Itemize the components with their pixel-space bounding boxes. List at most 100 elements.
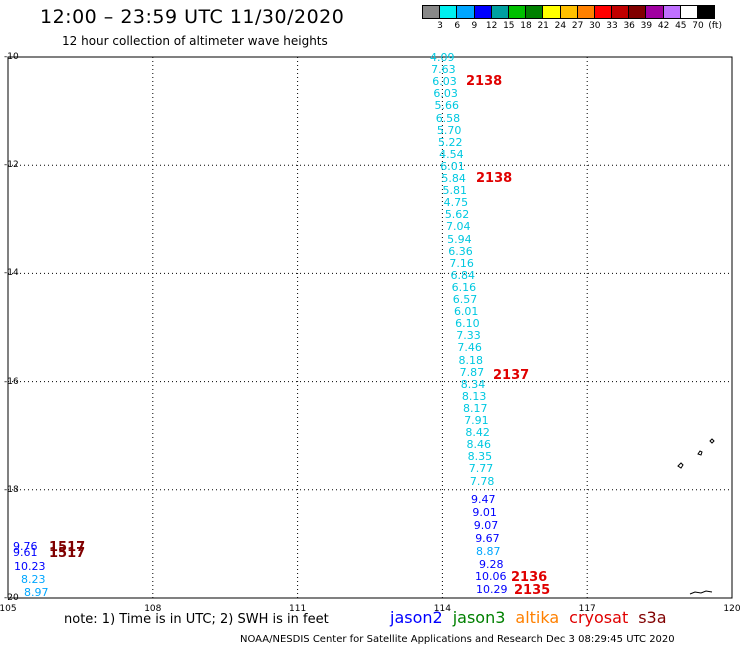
wave-height-obs: 5.66: [434, 99, 460, 113]
wave-height-obs: 9.67: [475, 532, 500, 545]
wave-height-obs: 5.22: [437, 135, 463, 149]
satellite-pass-label: 2136: [511, 570, 548, 585]
wave-height-obs: 7.04: [445, 220, 471, 234]
wave-height-obs: 8.35: [467, 450, 493, 464]
satellite-pass-label: 2137: [493, 368, 530, 383]
colorbar-label: 24: [554, 21, 567, 31]
colorbar-label: 9: [471, 21, 478, 31]
satellite-pass-label: 1517: [49, 546, 86, 561]
wave-height-obs: 10.29: [476, 583, 508, 596]
map-title: 12:00 – 23:59 UTC 11/30/2020: [40, 6, 345, 28]
wave-height-obs: 7.77: [468, 462, 494, 476]
wave-height-obs: 8.23: [21, 573, 46, 586]
gridlines: [8, 57, 732, 598]
colorbar-label: 12: [485, 21, 498, 31]
wave-height-obs: 7.16: [449, 256, 474, 270]
colorbar-label: 21: [537, 21, 549, 31]
satellite-legend: jason2 jason3 altika cryosat s3a: [390, 608, 677, 627]
colorbar-label: 15: [503, 21, 515, 31]
latitude-label: -20: [4, 593, 19, 603]
satellite-pass-label: 1517: [49, 540, 86, 555]
wave-height-obs: 8.42: [465, 426, 490, 440]
wave-height-obs: 9.76: [13, 540, 38, 553]
latitude-label: -10: [4, 52, 19, 62]
wave-height-obs: 6.57: [452, 293, 478, 306]
legend-entry-jason3: jason3: [452, 608, 506, 627]
colorbar-label: 18: [520, 21, 532, 31]
wave-height-obs: 7.46: [457, 341, 482, 355]
longitude-label: 120: [723, 604, 740, 614]
colorbar-label: 3: [437, 21, 443, 31]
wave-height-obs: 9.07: [473, 519, 499, 532]
wave-height-obs: 9.47: [471, 493, 496, 506]
longitude-label: 105: [0, 604, 17, 614]
satellite-pass-label: 2138: [476, 171, 513, 186]
colorbar-label: 70: [692, 21, 704, 31]
wave-height-obs: 5.81: [442, 184, 468, 198]
wave-height-obs: 5.84: [441, 172, 466, 185]
wave-height-obs: 4.09: [430, 51, 455, 64]
wave-height-obs: 8.17: [463, 401, 488, 415]
wave-height-colorbar: [422, 5, 716, 19]
island-1: [677, 462, 684, 469]
wave-height-obs: 10.23: [14, 560, 46, 573]
colorbar-label: 30: [589, 21, 601, 31]
latitude-label: -12: [4, 160, 19, 171]
island-4: [689, 590, 713, 595]
island-2: [697, 450, 703, 456]
wave-height-obs: 8.18: [458, 353, 484, 367]
islands: [677, 438, 715, 595]
wave-height-obs: 6.58: [435, 111, 461, 125]
wave-height-obs: 9.01: [472, 506, 497, 519]
latitude-label: -16: [4, 376, 19, 387]
wave-height-obs: 7.91: [464, 414, 489, 427]
wave-height-obs: 4.54: [439, 147, 464, 161]
longitude-label: 108: [144, 604, 162, 614]
plot-border: [7, 56, 733, 599]
legend-entry-cryosat: cryosat: [569, 608, 629, 627]
colorbar-label: 39: [640, 21, 653, 31]
satellite-pass-label: 2135: [514, 583, 551, 598]
wave-height-obs: 6.36: [448, 244, 473, 258]
wave-height-obs: 5.62: [444, 208, 470, 222]
legend-entry-altika: altika: [515, 608, 560, 627]
wave-height-obs: 7.78: [469, 474, 495, 488]
wave-height-obs: 8.46: [466, 438, 491, 452]
wave-height-obs: 6.01: [453, 305, 479, 319]
wave-height-obs: 8.34: [460, 377, 486, 391]
legend-entry-s3a: s3a: [638, 608, 667, 627]
footer-note: note: 1) Time is in UTC; 2) SWH is in fe…: [64, 612, 329, 627]
latitude-label: -18: [4, 484, 19, 495]
colorbar-swatch: [697, 5, 716, 19]
longitude-label: 114: [433, 604, 451, 614]
wave-height-obs: 8.87: [476, 545, 501, 558]
wave-height-obs: 7.33: [456, 329, 481, 343]
colorbar-label: (ft): [708, 21, 722, 31]
wave-height-obs: 10.06: [475, 570, 507, 583]
wave-height-obs: 6.03: [433, 87, 458, 101]
satellite-pass-label: 2138: [466, 74, 503, 89]
legend-entry-jason2: jason2: [390, 608, 443, 627]
wave-height-obs: 5.70: [436, 123, 462, 137]
longitude-label: 117: [578, 604, 596, 614]
wave-height-obs: 6.16: [451, 280, 477, 294]
map-subtitle: 12 hour collection of altimeter wave hei…: [62, 34, 328, 48]
wave-height-obs: 5.94: [447, 232, 472, 246]
credit-line: NOAA/NESDIS Center for Satellite Applica…: [240, 634, 675, 645]
wave-height-obs: 7.87: [459, 365, 485, 379]
colorbar-label: 27: [571, 21, 584, 31]
wave-height-obs: 6.84: [450, 268, 476, 282]
wave-height-obs: 8.13: [461, 389, 487, 403]
colorbar-label: 33: [606, 21, 618, 31]
wave-height-obs: 9.61: [13, 546, 38, 559]
wave-height-obs: 7.63: [431, 63, 456, 77]
colorbar-label: 36: [623, 21, 635, 31]
colorbar-label: 42: [657, 21, 670, 31]
wave-height-obs: 6.10: [455, 317, 480, 331]
wave-height-obs: 6.03: [432, 75, 457, 89]
island-3: [709, 438, 715, 444]
wave-height-obs: 9.28: [479, 558, 504, 571]
latitude-label: -14: [4, 268, 19, 279]
wave-height-obs: 4.75: [443, 196, 469, 210]
